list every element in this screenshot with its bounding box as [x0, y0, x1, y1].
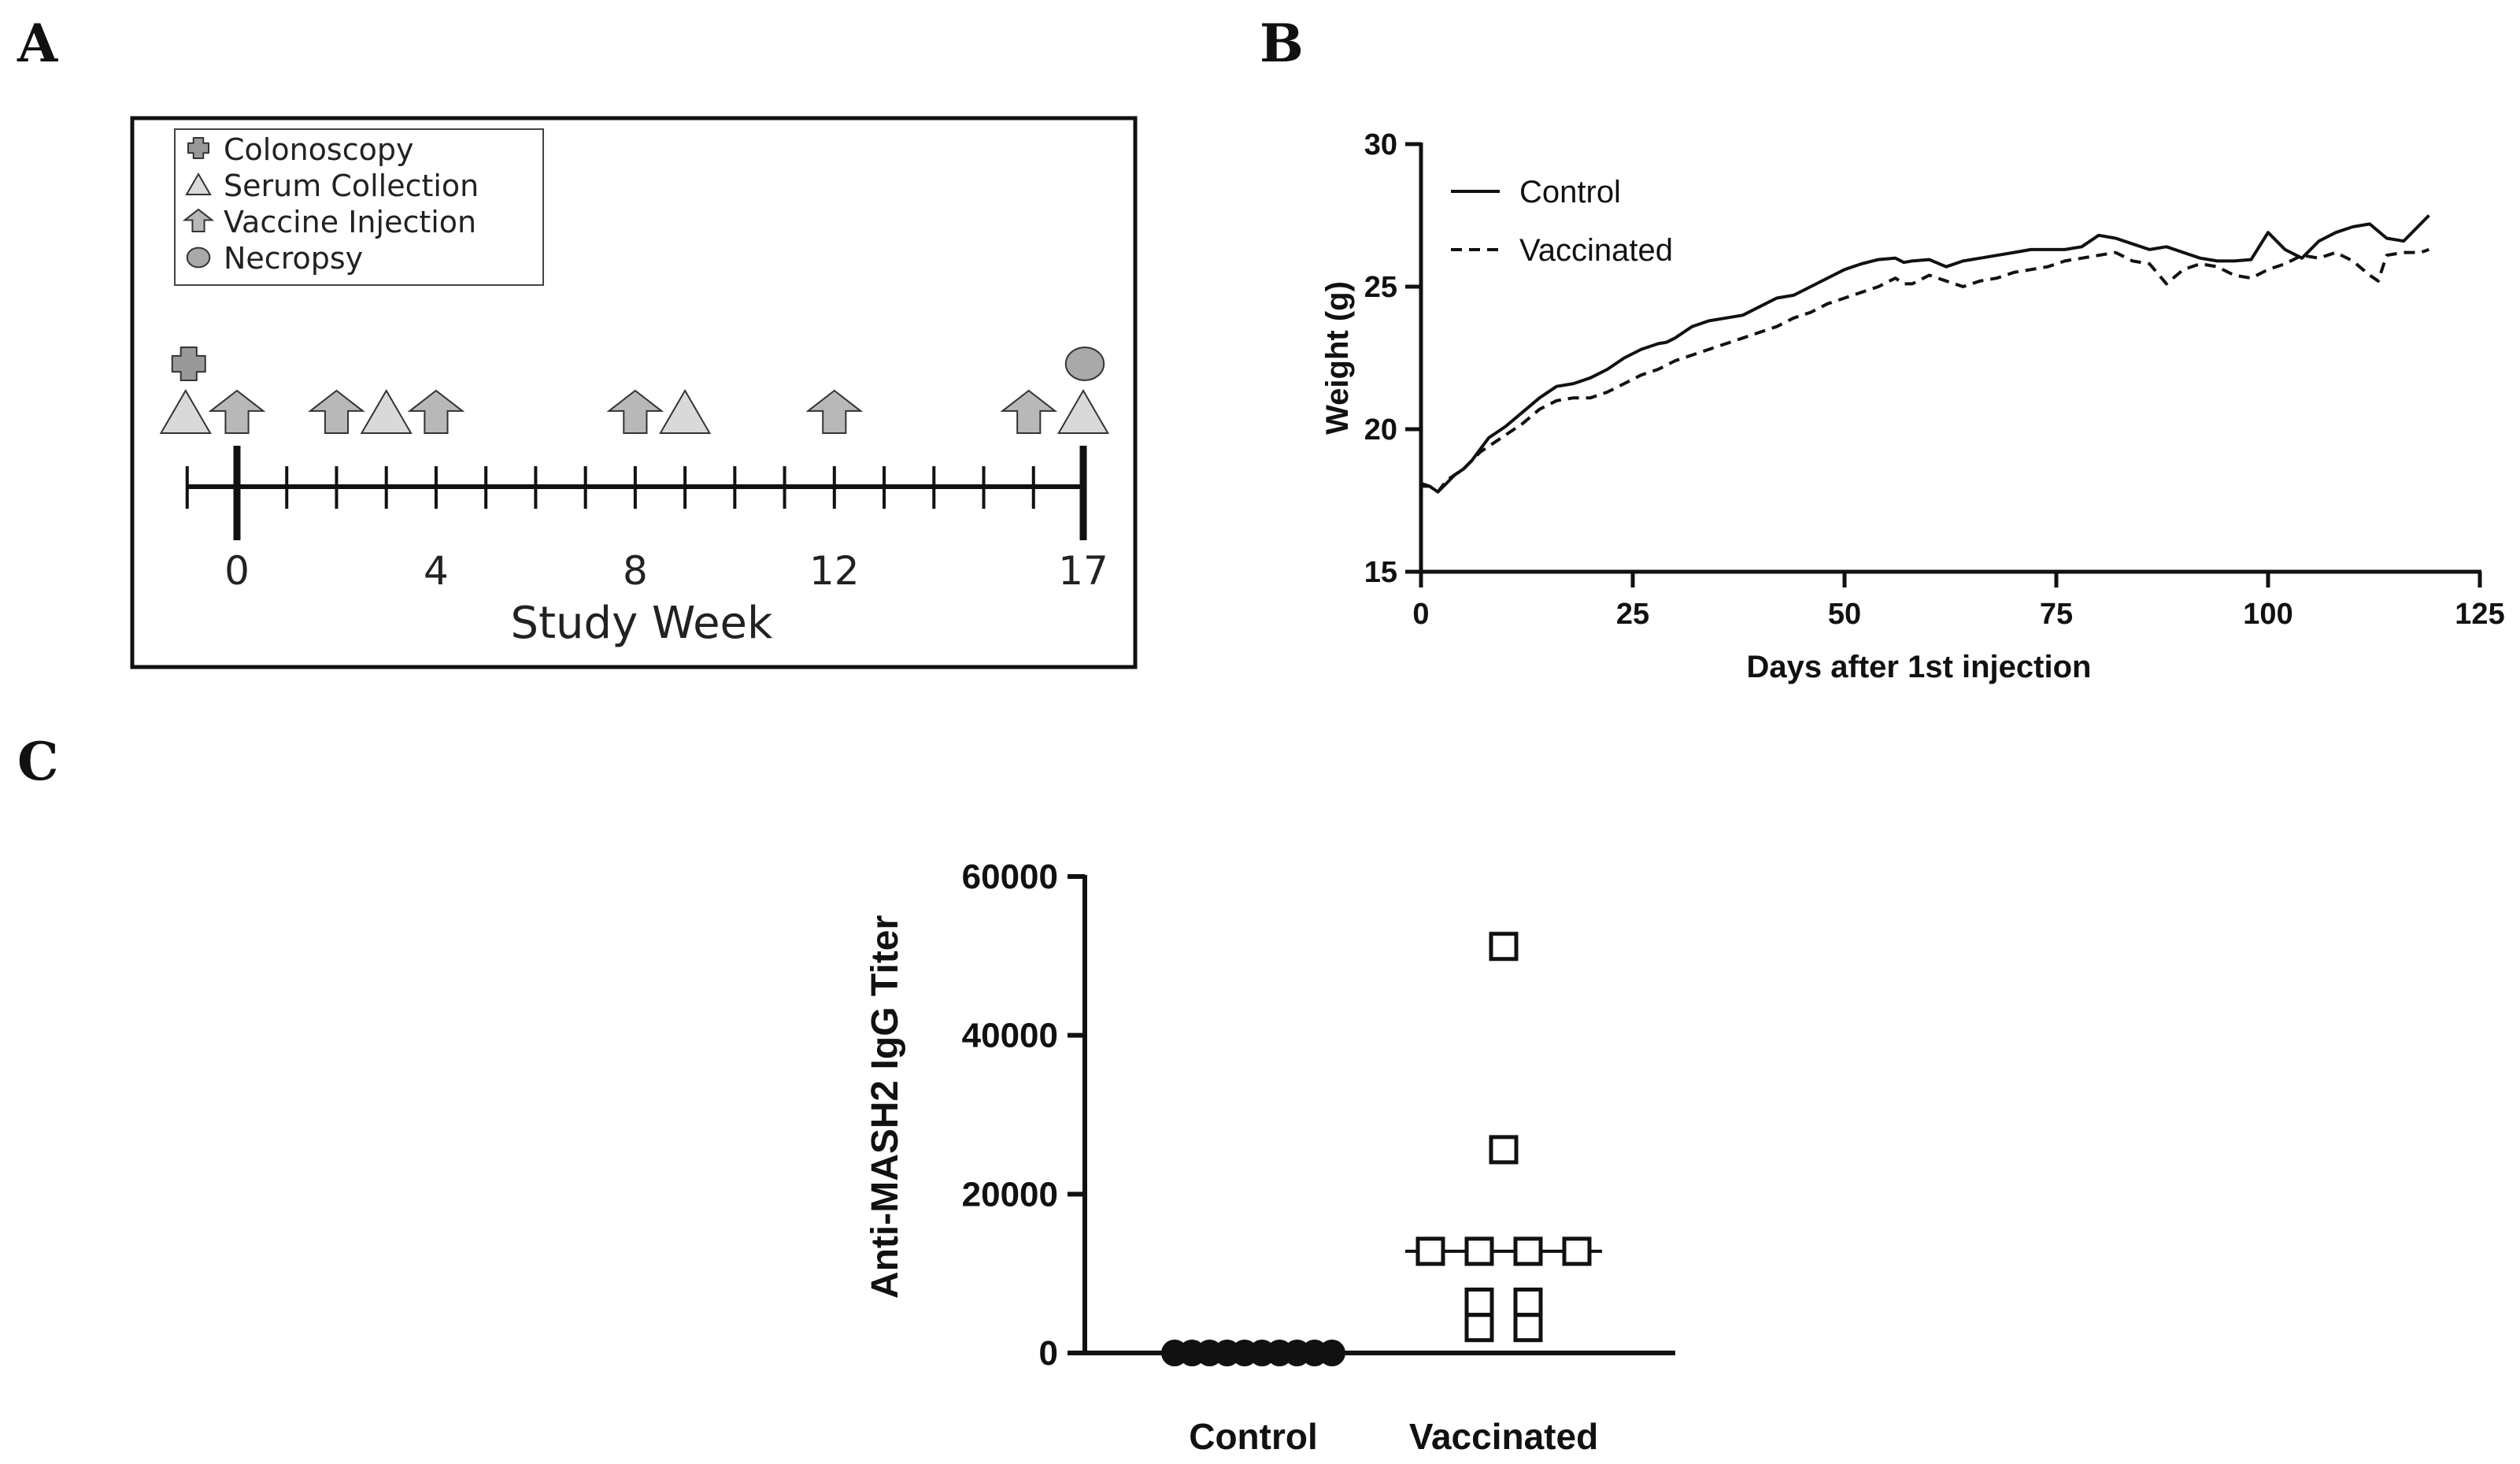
x-tick-label: 50: [1828, 598, 1861, 631]
timeline-tick-label: 8: [623, 548, 648, 594]
data-point-vaccinated: [1562, 1236, 1592, 1266]
circle-icon: [1064, 347, 1105, 381]
y-tick-label: 60000: [962, 858, 1058, 896]
panel-letter-a: A: [17, 13, 58, 74]
data-point-vaccinated: [1513, 1236, 1543, 1266]
data-point-vaccinated: [1464, 1236, 1494, 1266]
data-point-vaccinated: [1489, 932, 1519, 962]
circle-icon: [186, 246, 211, 269]
arrow-up-icon: [308, 389, 365, 434]
legend-label: Serum Collection: [224, 169, 479, 203]
series-line-vaccinated: [1421, 248, 2430, 494]
legend-label: Necropsy: [224, 241, 363, 276]
y-tick-label: 15: [1364, 556, 1397, 589]
titer-scatter-chart: 0 20000 40000 60000 Control Vaccinated Anti-MA…: [864, 858, 1675, 1457]
triangle-icon: [185, 172, 212, 195]
panel-letter-c: C: [17, 731, 59, 792]
panel-letter-b: B: [1260, 13, 1304, 74]
y-axis-title: Weight (g): [1320, 281, 1355, 435]
y-tick-label: 0: [1039, 1334, 1058, 1373]
legend-label: Colonoscopy: [224, 132, 413, 167]
x-tick-label: 25: [1616, 598, 1649, 631]
legend-label: Vaccinated: [1519, 233, 1673, 268]
triangle-icon: [1056, 389, 1110, 434]
timeline-tick-label: 0: [224, 548, 250, 594]
data-point-vaccinated: [1415, 1236, 1445, 1266]
y-tick-label: 40000: [962, 1017, 1058, 1055]
timeline-tick-label: 4: [424, 548, 449, 594]
data-point-vaccinated: [1513, 1287, 1543, 1317]
y-tick-label: 25: [1364, 271, 1397, 304]
category-label: Vaccinated: [1409, 1416, 1598, 1457]
arrow-up-icon: [208, 389, 266, 434]
x-tick-label: 100: [2243, 598, 2292, 631]
triangle-icon: [159, 389, 212, 434]
legend-box: [174, 128, 544, 286]
timeline-frame: [130, 116, 1138, 669]
timeline-tick-label: 12: [809, 548, 860, 594]
data-point-vaccinated: [1464, 1287, 1494, 1317]
cross-icon: [171, 347, 206, 381]
category-label: Control: [1189, 1416, 1318, 1457]
arrow-up-icon: [407, 389, 465, 434]
cross-icon: [187, 137, 209, 159]
data-point-vaccinated: [1464, 1313, 1494, 1343]
arrow-up-icon: [182, 208, 215, 232]
data-point-vaccinated: [1489, 1135, 1519, 1165]
legend-label: Control: [1519, 175, 1621, 209]
y-tick-label: 20: [1364, 413, 1397, 447]
arrow-up-icon: [1000, 389, 1058, 434]
weight-line-chart: 15 20 25 30 0 25 50 75 100 125 Days after 1st inje…: [1320, 128, 2505, 684]
data-point-vaccinated: [1513, 1313, 1543, 1343]
legend-label: Vaccine Injection: [224, 205, 476, 239]
triangle-icon: [659, 389, 712, 434]
triangle-icon: [360, 389, 413, 434]
arrow-up-icon: [606, 389, 664, 434]
y-tick-label: 30: [1364, 128, 1397, 161]
y-tick-label: 20000: [962, 1175, 1058, 1214]
timeline-xlabel: Study Week: [511, 598, 773, 649]
x-tick-label: 0: [1412, 598, 1429, 631]
x-tick-label: 125: [2455, 598, 2504, 631]
y-axis-title: Anti-MASH2 IgG Titer: [864, 915, 906, 1299]
series-line-control: [1420, 214, 2430, 494]
timeline-tick-label: 17: [1058, 548, 1108, 594]
arrow-up-icon: [805, 389, 864, 434]
x-tick-label: 75: [2040, 598, 2073, 631]
x-axis-title: Days after 1st injection: [1747, 650, 2092, 684]
